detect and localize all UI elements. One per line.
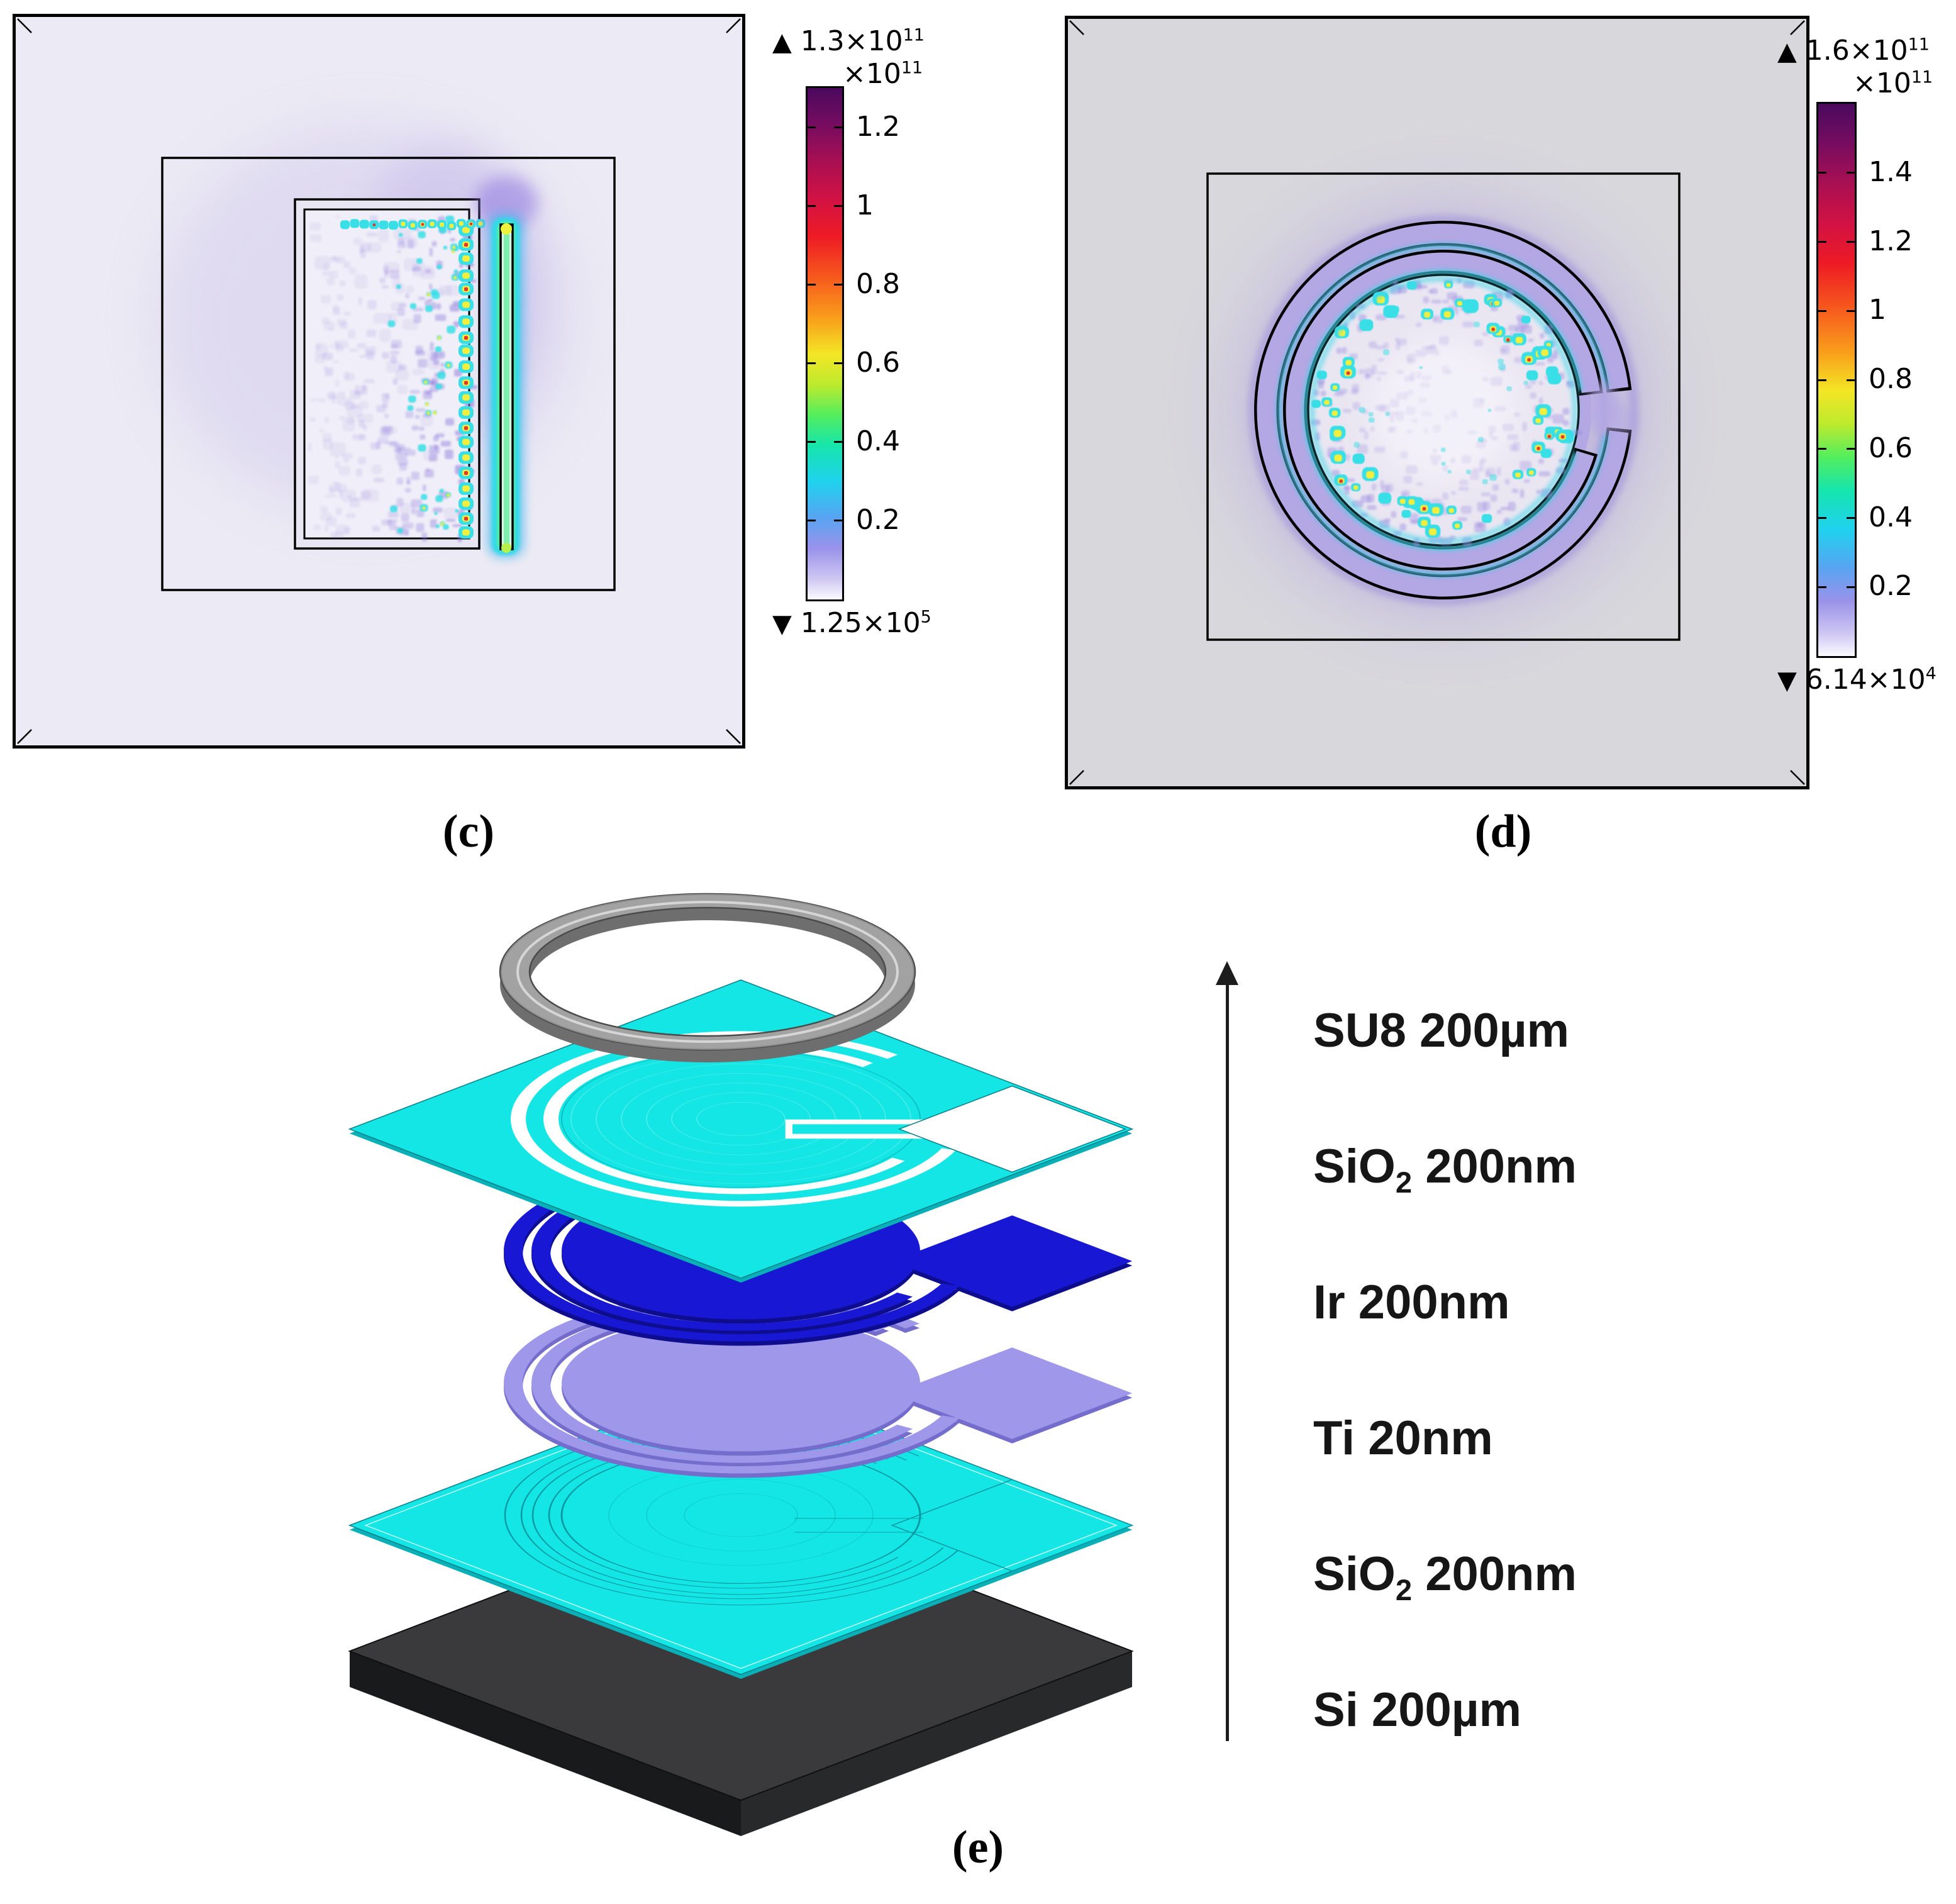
stack-arrow-line bbox=[1226, 983, 1229, 1741]
colorbar-tick-label: 1 bbox=[1869, 294, 1886, 326]
colorbar-tick bbox=[808, 362, 816, 365]
panel-d-plot bbox=[1069, 20, 1805, 785]
ring-glow bbox=[1250, 216, 1637, 604]
colorbar-tick-label: 1 bbox=[856, 189, 874, 221]
caption-c: (c) bbox=[442, 806, 495, 857]
colorbar-tick bbox=[808, 126, 816, 129]
colorbar-tick-label: 0.8 bbox=[1869, 363, 1913, 395]
colorbar-tick bbox=[834, 520, 842, 522]
min-marker-icon: ▼ bbox=[1777, 666, 1797, 695]
inner-split-ring bbox=[1286, 252, 1601, 568]
colorbar-tick bbox=[1847, 172, 1855, 174]
colorbar-tick-label: 0.2 bbox=[1869, 570, 1913, 603]
layer-su8-ring bbox=[499, 893, 916, 1062]
max-marker-icon: ▲ bbox=[772, 28, 792, 57]
hotspot-band bbox=[340, 219, 486, 539]
colorbar-tick-label: 1.2 bbox=[856, 110, 900, 143]
colorbar-tick bbox=[1818, 309, 1826, 312]
colorbar-tick bbox=[1847, 241, 1855, 243]
colorbar-tick bbox=[1847, 379, 1855, 381]
inner-domain-outline bbox=[161, 157, 616, 591]
layer-sio2-top bbox=[348, 979, 1134, 1279]
colorbar-tick bbox=[1847, 309, 1855, 312]
colorbar-tick bbox=[1818, 586, 1826, 588]
caption-d: (d) bbox=[1474, 806, 1532, 857]
panel-d-simulation bbox=[1065, 16, 1809, 789]
colorbar-tick-label: 0.8 bbox=[856, 267, 900, 300]
colorbar-tick bbox=[808, 284, 816, 286]
colorbar-tick bbox=[808, 205, 816, 208]
colorbar-d-gradient: 1.4 1.2 1 0.8 0.6 0.4 0.2 bbox=[1816, 102, 1913, 658]
slot-hot-bottom bbox=[501, 543, 511, 553]
hotspot-ring bbox=[1311, 281, 1574, 538]
colorbar-tick bbox=[1818, 517, 1826, 519]
min-marker-icon: ▼ bbox=[772, 610, 792, 638]
colorbar-c: ▲ 1.3×1011 ×1011 1.2 1 0.8 0.6 0.4 0.2 ▼ 1.25×1… bbox=[772, 25, 950, 642]
layer-label-ir: Ir 200nm bbox=[1313, 1276, 1510, 1329]
corner-ticks bbox=[1069, 20, 1805, 785]
disc-edge-glow bbox=[1310, 277, 1577, 543]
inner-domain-outline bbox=[1206, 172, 1681, 641]
layer-label-ti: Ti 20nm bbox=[1313, 1411, 1493, 1465]
purple-speckle-field bbox=[308, 215, 478, 543]
layer-label-sio2-bottom: SiO2 200nm bbox=[1313, 1547, 1577, 1607]
colorbar-c-gradient: 1.2 1 0.8 0.6 0.4 0.2 bbox=[806, 86, 900, 601]
colorbar-tick bbox=[1818, 241, 1826, 243]
colorbar-tick bbox=[808, 520, 816, 522]
colorbar-tick-label: 0.4 bbox=[1869, 501, 1913, 533]
colorbar-c-scale: ×1011 bbox=[843, 58, 923, 90]
layer-label-su8: SU8 200µm bbox=[1313, 1004, 1570, 1057]
panel-c-simulation bbox=[13, 14, 745, 749]
colorbar-tick-label: 1.2 bbox=[1869, 225, 1913, 257]
colorbar-tick bbox=[1818, 172, 1826, 174]
colorbar-tick-label: 0.6 bbox=[856, 346, 900, 379]
purple-plume bbox=[475, 176, 538, 229]
colorbar-tick bbox=[834, 284, 842, 286]
colorbar-d-max: ▲ 1.6×1011 bbox=[1777, 35, 1930, 67]
ring-glow-cyan bbox=[1303, 270, 1584, 550]
panel-c-plot bbox=[17, 18, 741, 744]
colorbar-tick bbox=[834, 126, 842, 129]
colorbar-d-min: ▼ 6.14×104 bbox=[1777, 664, 1937, 696]
disc-center-light bbox=[1371, 338, 1516, 482]
colorbar-c-min: ▼ 1.25×105 bbox=[772, 607, 931, 639]
outer-split-ring bbox=[1257, 223, 1630, 597]
colorbar-tick-label: 0.6 bbox=[1869, 431, 1913, 464]
colorbar-tick-label: 0.2 bbox=[856, 503, 900, 536]
slot-core bbox=[504, 229, 509, 545]
colorbar-tick bbox=[834, 362, 842, 365]
colorbar-tick bbox=[808, 441, 816, 443]
colorbar-c-max: ▲ 1.3×1011 bbox=[772, 25, 925, 57]
max-marker-icon: ▲ bbox=[1777, 37, 1797, 66]
caption-e: (e) bbox=[952, 1822, 1004, 1873]
panel-e-exploded-stack bbox=[348, 893, 1195, 1836]
colorbar-tick bbox=[834, 441, 842, 443]
colorbar-tick bbox=[1847, 517, 1855, 519]
colorbar-tick bbox=[1818, 379, 1826, 381]
ring-glow-cyan bbox=[1277, 243, 1610, 577]
slot-hot-top bbox=[501, 223, 512, 235]
layer-label-si: Si 200µm bbox=[1313, 1683, 1522, 1737]
colorbar-tick bbox=[1847, 586, 1855, 588]
colorbar-d-scale: ×1011 bbox=[1853, 67, 1933, 99]
gap-glow bbox=[1608, 403, 1635, 440]
cyan-speckle-field bbox=[387, 215, 463, 533]
colorbar-tick-label: 1.4 bbox=[1869, 155, 1913, 188]
layer-label-sio2-top: SiO2 200nm bbox=[1313, 1140, 1577, 1200]
colorbar-tick bbox=[1847, 448, 1855, 450]
colorbar-d: ▲ 1.6×1011 ×1011 1.4 1.2 1 0.8 0.6 0.4 0.2 ▼ 6.1… bbox=[1777, 35, 1956, 708]
stack-arrow-head-icon bbox=[1216, 961, 1238, 985]
colorbar-tick-label: 0.4 bbox=[856, 425, 900, 457]
colorbar-tick bbox=[1818, 448, 1826, 450]
corner-ticks bbox=[17, 18, 741, 744]
colorbar-tick bbox=[834, 205, 842, 208]
